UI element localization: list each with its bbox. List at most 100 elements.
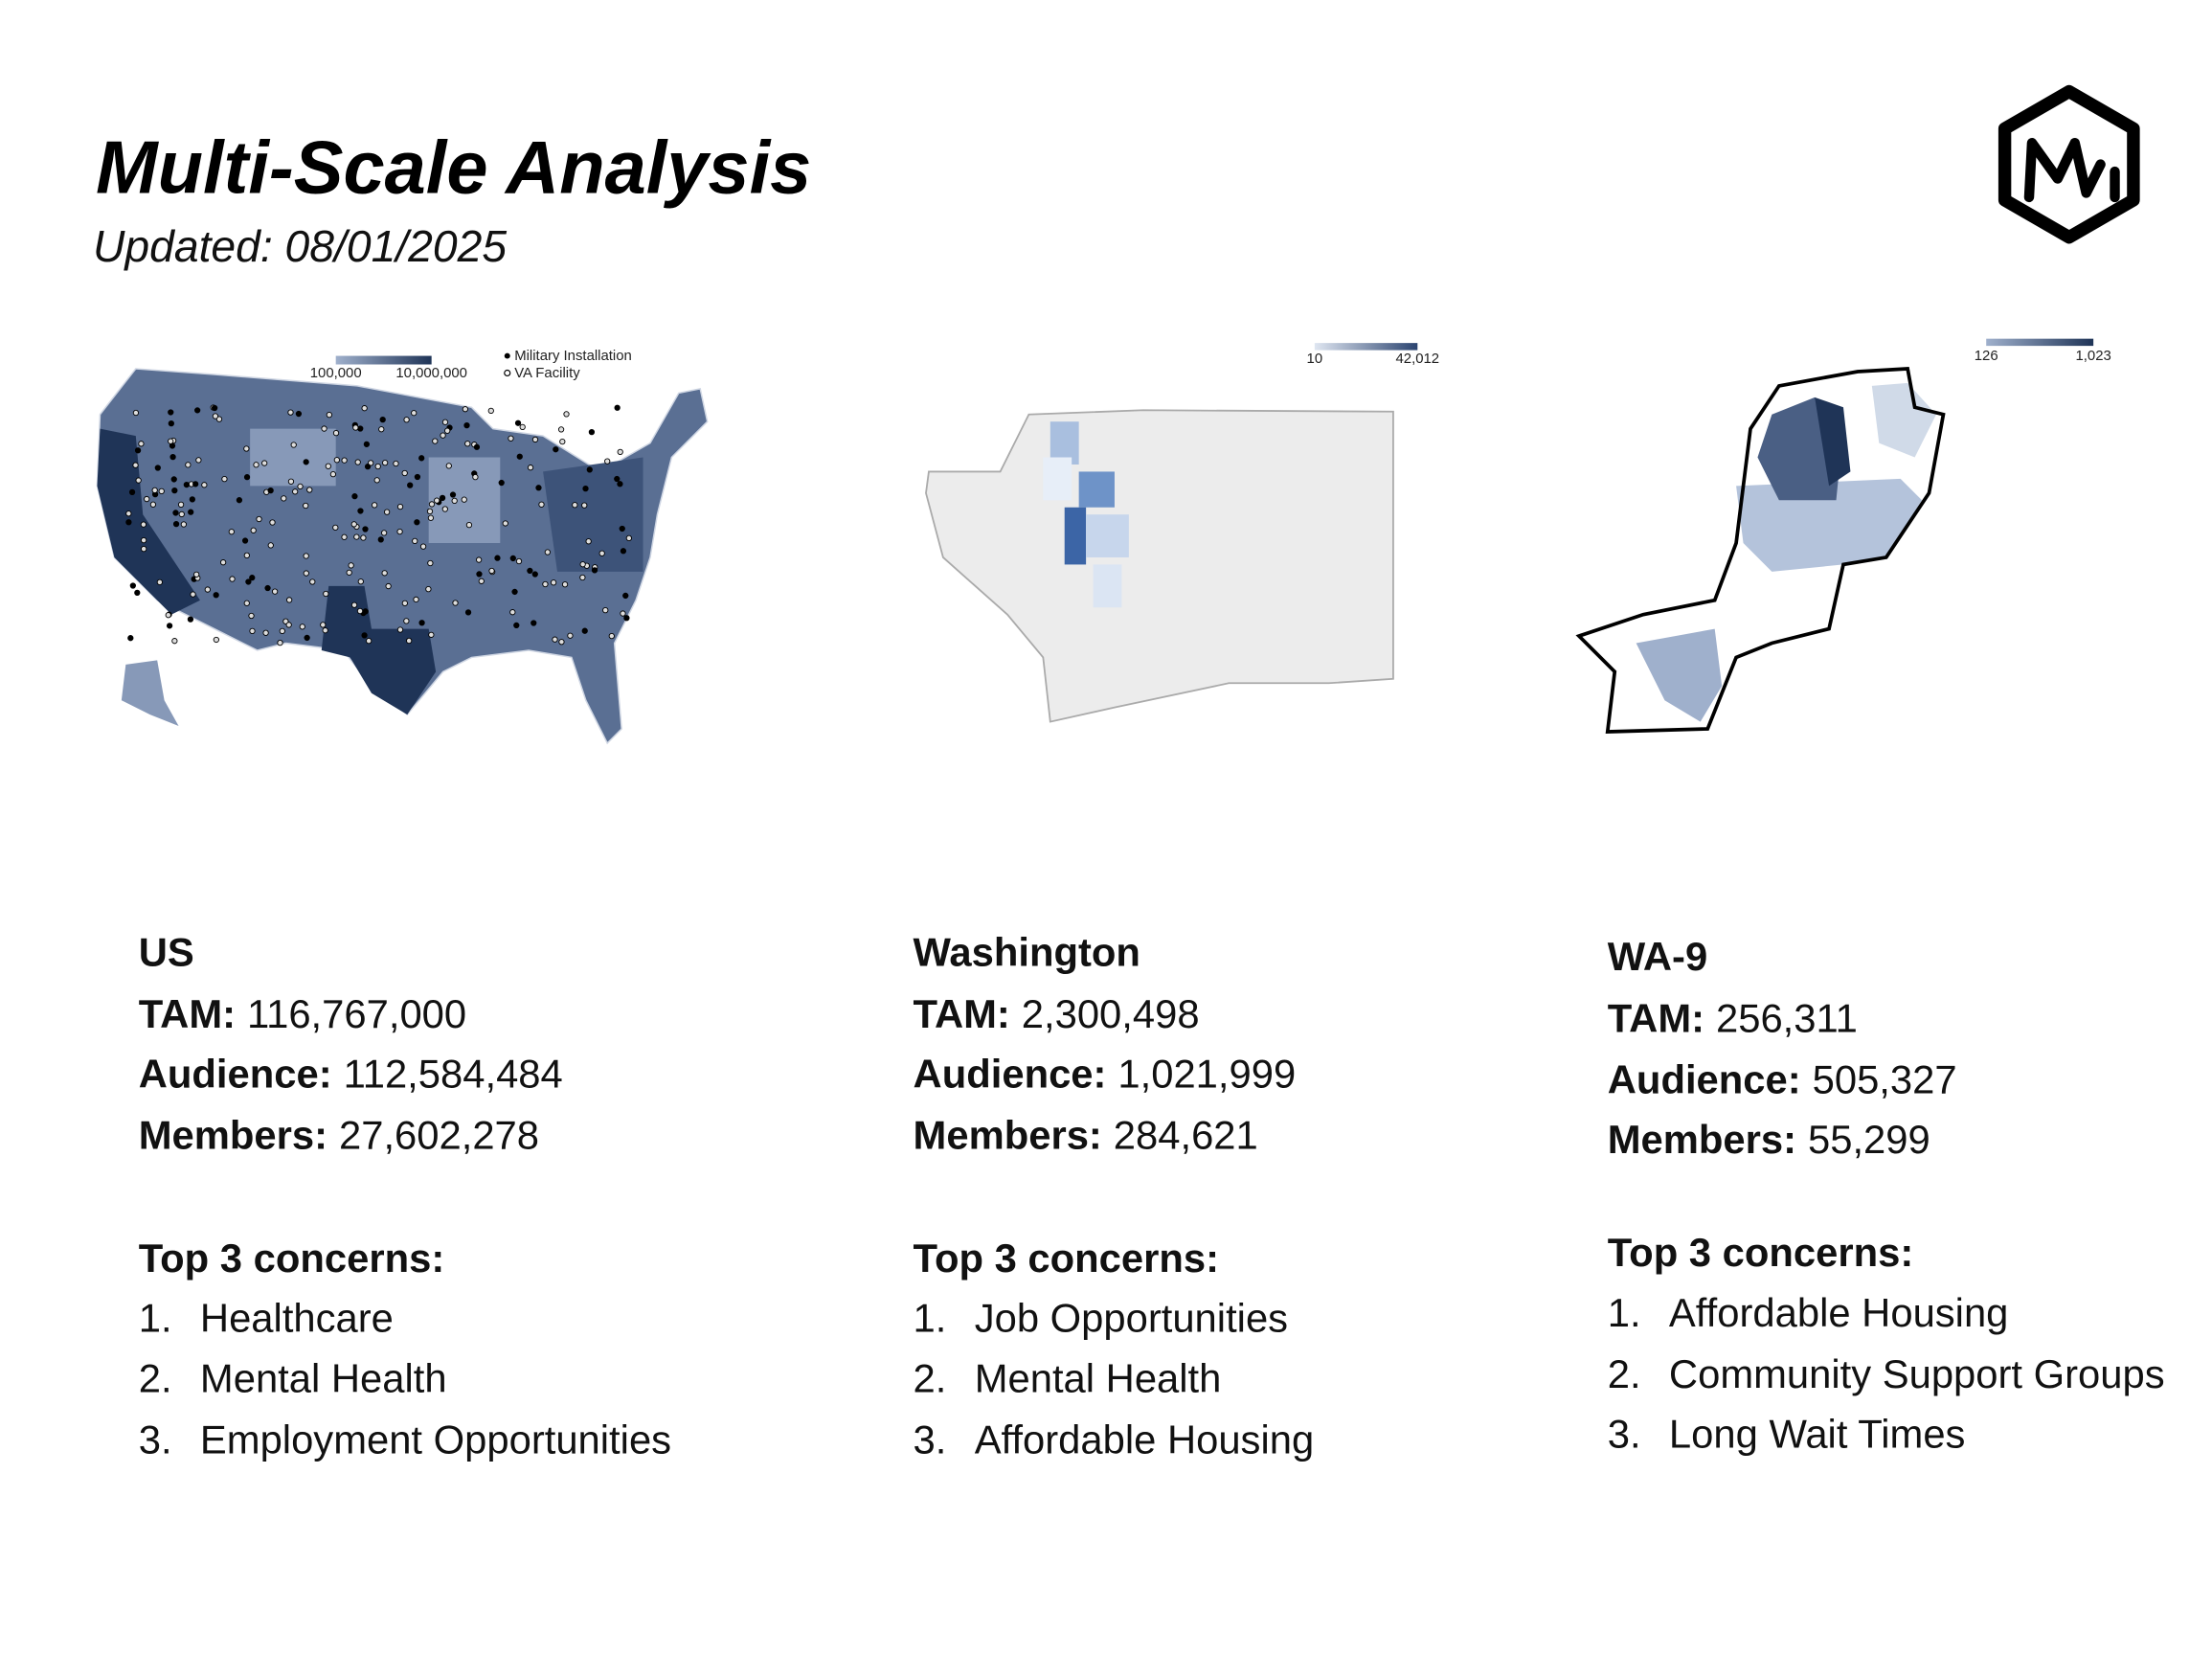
facility-dot xyxy=(354,459,361,465)
concern-text: Community Support Groups xyxy=(1669,1351,2165,1396)
facility-dot xyxy=(189,496,195,503)
facility-dot xyxy=(452,600,459,606)
facility-dot xyxy=(290,442,297,448)
concern-number: 3. xyxy=(914,1417,947,1462)
facility-dot xyxy=(228,529,235,535)
concern-number: 1. xyxy=(1608,1290,1641,1335)
stat-label: TAM: xyxy=(914,991,1010,1036)
wa-map xyxy=(925,343,1418,723)
facility-dot xyxy=(156,578,163,586)
stat: Audience: 1,021,999 xyxy=(914,1052,1297,1097)
facility-dot xyxy=(582,485,589,492)
facility-dot xyxy=(531,571,538,578)
legend-max: 42,012 xyxy=(1396,351,1440,367)
facility-dot xyxy=(195,457,202,464)
facility-dot xyxy=(333,457,340,464)
facility-dot xyxy=(350,601,358,608)
facility-dot xyxy=(378,426,385,433)
facility-dot xyxy=(403,417,410,423)
facility-dot xyxy=(508,435,514,442)
facility-dot xyxy=(494,555,501,561)
concern-text: Employment Opportunities xyxy=(200,1417,671,1462)
facility-dot xyxy=(172,510,179,516)
concerns-title: Top 3 concerns: xyxy=(1608,1230,1913,1275)
facility-dot xyxy=(465,521,473,529)
facility-dot xyxy=(332,430,340,437)
facility-dot xyxy=(168,409,174,416)
facility-dot xyxy=(180,521,187,528)
facility-dot xyxy=(396,503,404,510)
legend-min: 126 xyxy=(1975,348,1998,364)
facility-dot xyxy=(419,543,427,550)
facility-dot xyxy=(472,473,479,481)
facility-dot xyxy=(166,623,173,629)
concern-number: 1. xyxy=(914,1296,947,1341)
facility-dot xyxy=(414,473,421,481)
facility-dot xyxy=(604,458,611,465)
facility-dot xyxy=(171,638,178,645)
facility-dot xyxy=(286,597,293,603)
facility-dot xyxy=(213,592,219,599)
facility-dot xyxy=(371,502,378,509)
facility-dot xyxy=(303,459,309,465)
facility-dot xyxy=(427,559,434,567)
facility-dot xyxy=(249,627,256,635)
stat: TAM: 116,767,000 xyxy=(139,991,466,1036)
facility-dot xyxy=(169,453,176,461)
facility-dot xyxy=(193,571,200,578)
title: Multi-Scale Analysis xyxy=(96,126,811,209)
stat-label: TAM: xyxy=(139,991,236,1036)
facility-dot xyxy=(341,533,348,540)
stat-label: TAM: xyxy=(1608,995,1704,1040)
stat-value: 116,767,000 xyxy=(247,991,466,1036)
facility-dot xyxy=(279,627,285,635)
facility-dot xyxy=(243,600,250,606)
region-name: Washington xyxy=(914,930,1140,975)
region-name: WA-9 xyxy=(1608,934,1707,979)
facility-dot xyxy=(212,413,219,419)
facility-dot xyxy=(527,567,533,575)
facility-dot xyxy=(129,582,136,589)
facility-dot xyxy=(441,419,449,425)
facility-dot xyxy=(341,457,348,464)
concern-text: Affordable Housing xyxy=(1669,1290,2008,1335)
facility-dot xyxy=(306,487,313,493)
facility-dot xyxy=(559,439,566,445)
facility-dot xyxy=(134,447,142,454)
facility-dot xyxy=(393,460,399,467)
facility-dot xyxy=(403,618,410,624)
facility-dot xyxy=(192,481,199,487)
facility-dot xyxy=(170,476,177,483)
facility-dot xyxy=(185,462,192,468)
facility-dot xyxy=(292,488,299,495)
facility-dot xyxy=(357,508,364,514)
facility-dot xyxy=(243,552,250,559)
stat: TAM: 2,300,498 xyxy=(914,991,1200,1036)
facility-dot xyxy=(542,580,549,588)
facility-dot xyxy=(149,501,157,508)
facility-dot xyxy=(401,469,408,477)
facility-dot xyxy=(127,635,134,642)
facility-dot xyxy=(451,497,458,505)
facility-dot xyxy=(617,481,623,487)
facility-dot xyxy=(377,536,384,543)
facility-dot xyxy=(287,409,294,416)
concern-text: Affordable Housing xyxy=(975,1417,1314,1462)
facility-dot xyxy=(428,631,435,638)
facility-dot xyxy=(321,425,327,432)
facility-dot xyxy=(563,411,570,418)
facility-dot xyxy=(248,612,255,620)
facility-dot xyxy=(380,530,388,536)
facility-dot xyxy=(462,406,469,413)
facility-dot xyxy=(449,491,457,498)
facility-dot xyxy=(158,487,165,494)
facility-dot xyxy=(488,567,495,575)
facility-dot xyxy=(530,620,537,626)
facility-dot xyxy=(213,636,219,644)
facility-dot xyxy=(581,502,588,509)
facility-dot xyxy=(281,495,287,502)
facility-dot xyxy=(405,637,413,645)
facility-dot xyxy=(473,443,481,450)
facility-dot xyxy=(178,510,185,518)
